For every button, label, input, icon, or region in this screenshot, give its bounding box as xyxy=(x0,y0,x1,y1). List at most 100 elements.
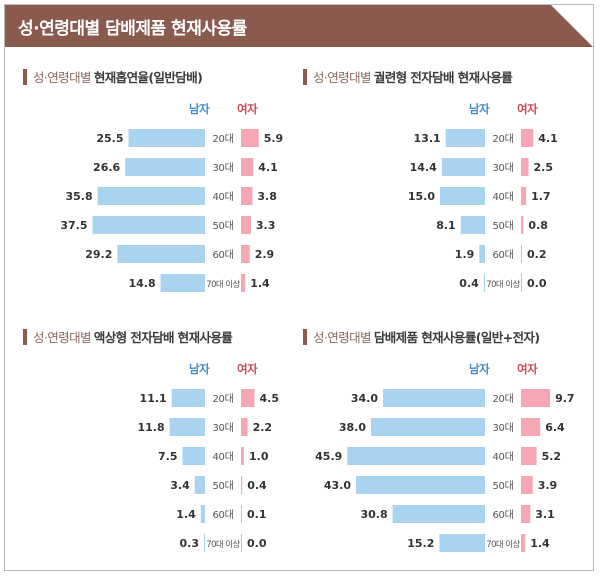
value-label-female: 4.1 xyxy=(258,161,278,174)
bar-male xyxy=(439,534,485,552)
bar-female xyxy=(241,187,253,205)
panel-title-main: 현재흡연율(일반담배) xyxy=(93,70,203,85)
value-label-male: 1.4 xyxy=(176,508,196,521)
category-label: 40대 xyxy=(212,191,233,203)
value-label-male: 8.1 xyxy=(436,219,456,232)
legend-male: 남자 xyxy=(469,362,490,376)
category-label: 70대 이상 xyxy=(206,539,240,550)
category-label: 40대 xyxy=(212,451,233,463)
bar-male xyxy=(92,216,205,234)
panel-title-prefix: 성·연령대별 xyxy=(33,330,91,345)
title-accent-bar xyxy=(303,328,307,345)
bar-male xyxy=(200,505,205,523)
value-label-male: 37.5 xyxy=(60,219,87,232)
bar-female xyxy=(521,418,541,436)
panel-title: 성·연령대별 담배제품 현재사용률(일반+전자) xyxy=(303,327,540,347)
bar-male xyxy=(204,534,205,552)
value-label-female: 2.2 xyxy=(253,421,273,434)
bar-female xyxy=(521,158,529,176)
value-label-female: 5.9 xyxy=(264,132,284,145)
value-label-female: 3.1 xyxy=(535,508,555,521)
title-accent-bar xyxy=(23,328,27,345)
value-label-male: 35.8 xyxy=(65,190,92,203)
category-label: 60대 xyxy=(212,249,233,261)
value-label-male: 3.4 xyxy=(170,479,190,492)
legend-male: 남자 xyxy=(469,102,490,116)
category-label: 50대 xyxy=(492,480,513,492)
bar-female xyxy=(241,418,248,436)
bar-male xyxy=(460,216,485,234)
value-label-female: 6.4 xyxy=(545,421,565,434)
value-label-male: 30.8 xyxy=(360,508,387,521)
legend-male: 남자 xyxy=(189,362,210,376)
value-label-female: 3.8 xyxy=(257,190,277,203)
value-label-female: 0.4 xyxy=(247,479,267,492)
legend-female: 여자 xyxy=(517,102,538,116)
bar-male xyxy=(125,158,205,176)
panel-title: 성·연령대별 궐련형 전자담배 현재사용률 xyxy=(303,67,513,87)
bar-male xyxy=(97,187,205,205)
category-label: 50대 xyxy=(212,220,233,232)
panel-heated-tobacco: 성·연령대별 궐련형 전자담배 현재사용률 남자 여자 13.1 4.1 20대 14.… xyxy=(303,67,595,325)
value-label-female: 9.7 xyxy=(555,392,575,405)
value-label-male: 11.1 xyxy=(140,392,167,405)
bar-chart: 11.1 4.5 20대 11.8 2.2 30대 7.5 1.0 40대 3.4 0.4 50대 1.… xyxy=(137,389,280,552)
value-label-male: 14.8 xyxy=(128,277,155,290)
category-label: 20대 xyxy=(212,393,233,405)
value-label-female: 1.4 xyxy=(530,537,550,550)
value-label-male: 7.5 xyxy=(158,450,178,463)
panel-title-main: 궐련형 전자담배 현재사용률 xyxy=(373,70,513,85)
bar-female xyxy=(241,274,246,292)
value-label-male: 38.0 xyxy=(339,421,366,434)
bar-female xyxy=(521,534,526,552)
value-label-female: 1.7 xyxy=(531,190,551,203)
bar-male xyxy=(171,389,205,407)
value-label-male: 34.0 xyxy=(351,392,378,405)
value-label-male: 14.4 xyxy=(410,161,437,174)
legend-male: 남자 xyxy=(189,102,210,116)
bar-female xyxy=(521,447,537,465)
panel-title-prefix: 성·연령대별 xyxy=(33,70,91,85)
bar-female xyxy=(241,476,243,494)
panel-liquid-ecig: 성·연령대별 액상형 전자담배 현재사용률 남자 여자 11.1 4.5 20대 11.… xyxy=(23,327,315,585)
bar-female xyxy=(521,505,531,523)
bar-chart: 13.1 4.1 20대 14.4 2.5 30대 15.0 1.7 40대 8.1 0.8 50대 1… xyxy=(408,129,558,292)
bar-chart: 25.5 5.9 20대 26.6 4.1 30대 35.8 3.8 40대 37.5 3.3 50대… xyxy=(60,129,284,292)
panel-title: 성·연령대별 현재흡연율(일반담배) xyxy=(23,67,203,87)
category-label: 30대 xyxy=(492,162,513,174)
bar-female xyxy=(521,187,527,205)
panel-cigarette-smoking: 성·연령대별 현재흡연율(일반담배) 남자 여자 25.5 5.9 20대 26.6 4.… xyxy=(23,67,315,325)
infographic-frame: 성·연령대별 담배제품 현재사용률 성·연령대별 현재흡연율(일반담배) 남자 여… xyxy=(4,4,594,571)
bar-male xyxy=(347,447,485,465)
category-label: 60대 xyxy=(492,509,513,521)
category-label: 50대 xyxy=(492,220,513,232)
value-label-female: 0.1 xyxy=(247,508,267,521)
bar-male xyxy=(117,245,205,263)
bar-male xyxy=(160,274,205,292)
value-label-female: 0.0 xyxy=(527,277,547,290)
value-label-female: 0.8 xyxy=(528,219,548,232)
value-label-male: 11.8 xyxy=(137,421,164,434)
value-label-female: 3.3 xyxy=(256,219,276,232)
value-label-female: 1.0 xyxy=(249,450,269,463)
value-label-female: 0.0 xyxy=(247,537,267,550)
category-label: 30대 xyxy=(212,422,233,434)
value-label-female: 3.9 xyxy=(538,479,558,492)
bar-female xyxy=(521,129,534,147)
bar-female xyxy=(241,216,251,234)
category-label: 20대 xyxy=(492,393,513,405)
panel-title-prefix: 성·연령대별 xyxy=(313,70,371,85)
value-label-male: 15.0 xyxy=(408,190,435,203)
bar-male xyxy=(392,505,485,523)
value-label-female: 4.5 xyxy=(260,392,280,405)
value-label-male: 45.9 xyxy=(315,450,342,463)
category-label: 30대 xyxy=(212,162,233,174)
panel-title-main: 담배제품 현재사용률(일반+전자) xyxy=(373,330,540,345)
category-label: 40대 xyxy=(492,451,513,463)
value-label-male: 43.0 xyxy=(324,479,351,492)
category-label: 60대 xyxy=(492,249,513,261)
value-label-male: 0.3 xyxy=(180,537,200,550)
legend-female: 여자 xyxy=(237,362,258,376)
value-label-male: 29.2 xyxy=(85,248,112,261)
bar-female xyxy=(521,389,551,407)
